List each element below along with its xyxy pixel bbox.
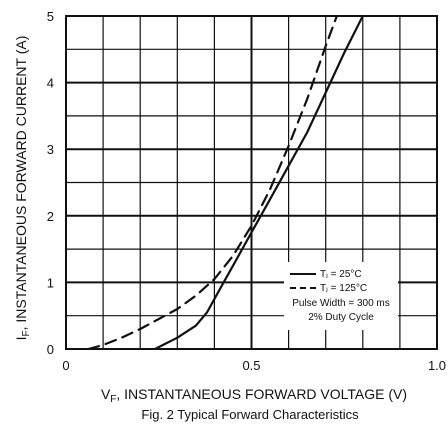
y-tick-label: 1: [47, 275, 54, 290]
x-tick-label: 0.5: [242, 358, 260, 373]
series-line-125c: [87, 14, 338, 351]
y-axis-title-subscript: F: [21, 330, 32, 336]
x-axis-title: VF, INSTANTANEOUS FORWARD VOLTAGE (V): [101, 386, 407, 405]
x-tick-label: 0: [62, 358, 69, 373]
grid: [66, 16, 437, 349]
y-tick-label: 5: [47, 9, 54, 24]
y-tick-label: 4: [47, 76, 54, 91]
figure-caption: Fig. 2 Typical Forward Characteristics: [141, 407, 359, 422]
legend-label-125c: Tⱼ = 125°C: [320, 283, 367, 294]
y-tick-label: 0: [47, 342, 54, 357]
series-line-25c: [153, 14, 364, 351]
legend-label-25c: Tⱼ = 25°C: [320, 269, 362, 280]
y-axis-title: IF, INSTANTANEOUS FORWARD CURRENT (A): [13, 36, 32, 341]
x-axis-title-subscript: F: [110, 394, 116, 405]
legend-note-pulse-width: Pulse Width = 300 ms: [292, 298, 390, 309]
legend-note-duty-cycle: 2% Duty Cycle: [308, 312, 374, 323]
y-tick-label: 3: [47, 142, 54, 157]
series-group: [87, 14, 364, 351]
legend: Tⱼ = 25°C Tⱼ = 125°C Pulse Width = 300 m…: [284, 262, 398, 330]
x-tick-label: 1.0: [428, 358, 446, 373]
y-tick-label: 2: [47, 209, 54, 224]
plot-frame: [65, 15, 438, 350]
tick-labels: 0 0.5 1.0 0 1 2 3 4 5: [47, 9, 446, 373]
